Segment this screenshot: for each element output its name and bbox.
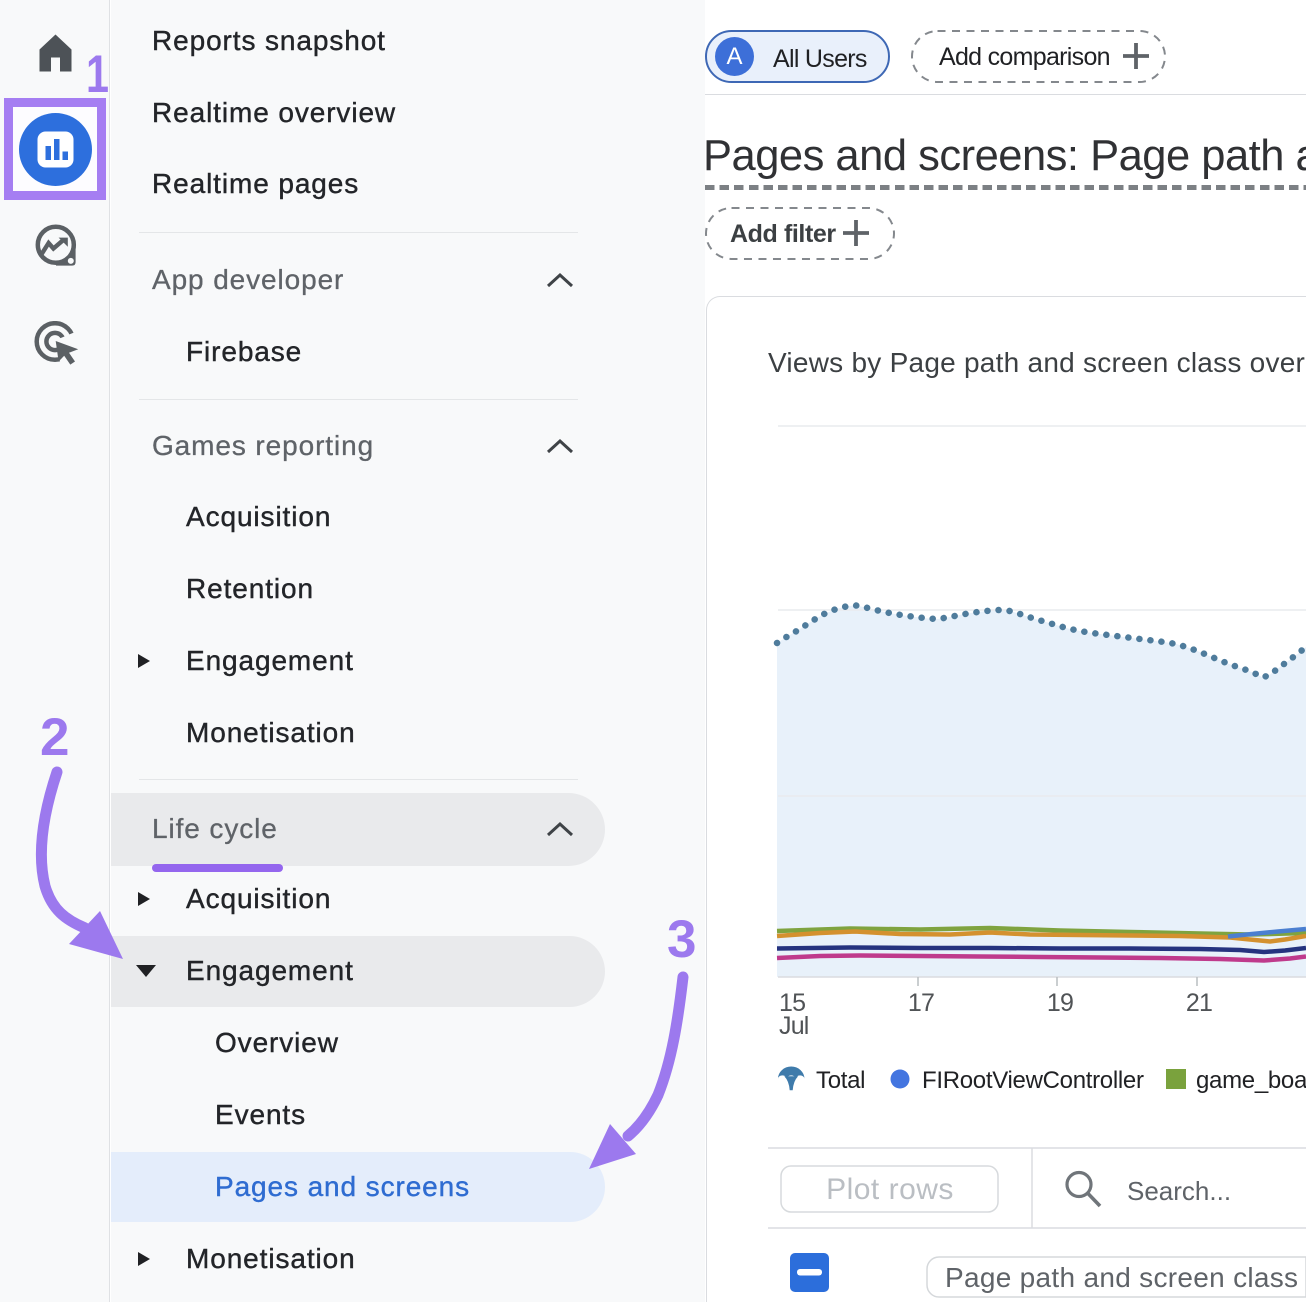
svg-text:Jul: Jul	[779, 1012, 809, 1040]
svg-text:FIRootViewController: FIRootViewController	[922, 1067, 1144, 1094]
svg-text:Page path and screen class: Page path and screen class	[945, 1262, 1298, 1293]
svg-text:17: 17	[908, 989, 934, 1017]
svg-text:15: 15	[779, 989, 805, 1017]
svg-text:Plot rows: Plot rows	[826, 1173, 954, 1206]
svg-text:Search...: Search...	[1127, 1176, 1231, 1206]
svg-text:game_board: game_board	[1196, 1067, 1306, 1094]
svg-text:21: 21	[1186, 989, 1212, 1017]
svg-text:19: 19	[1047, 989, 1073, 1017]
svg-text:Total: Total	[816, 1067, 865, 1094]
